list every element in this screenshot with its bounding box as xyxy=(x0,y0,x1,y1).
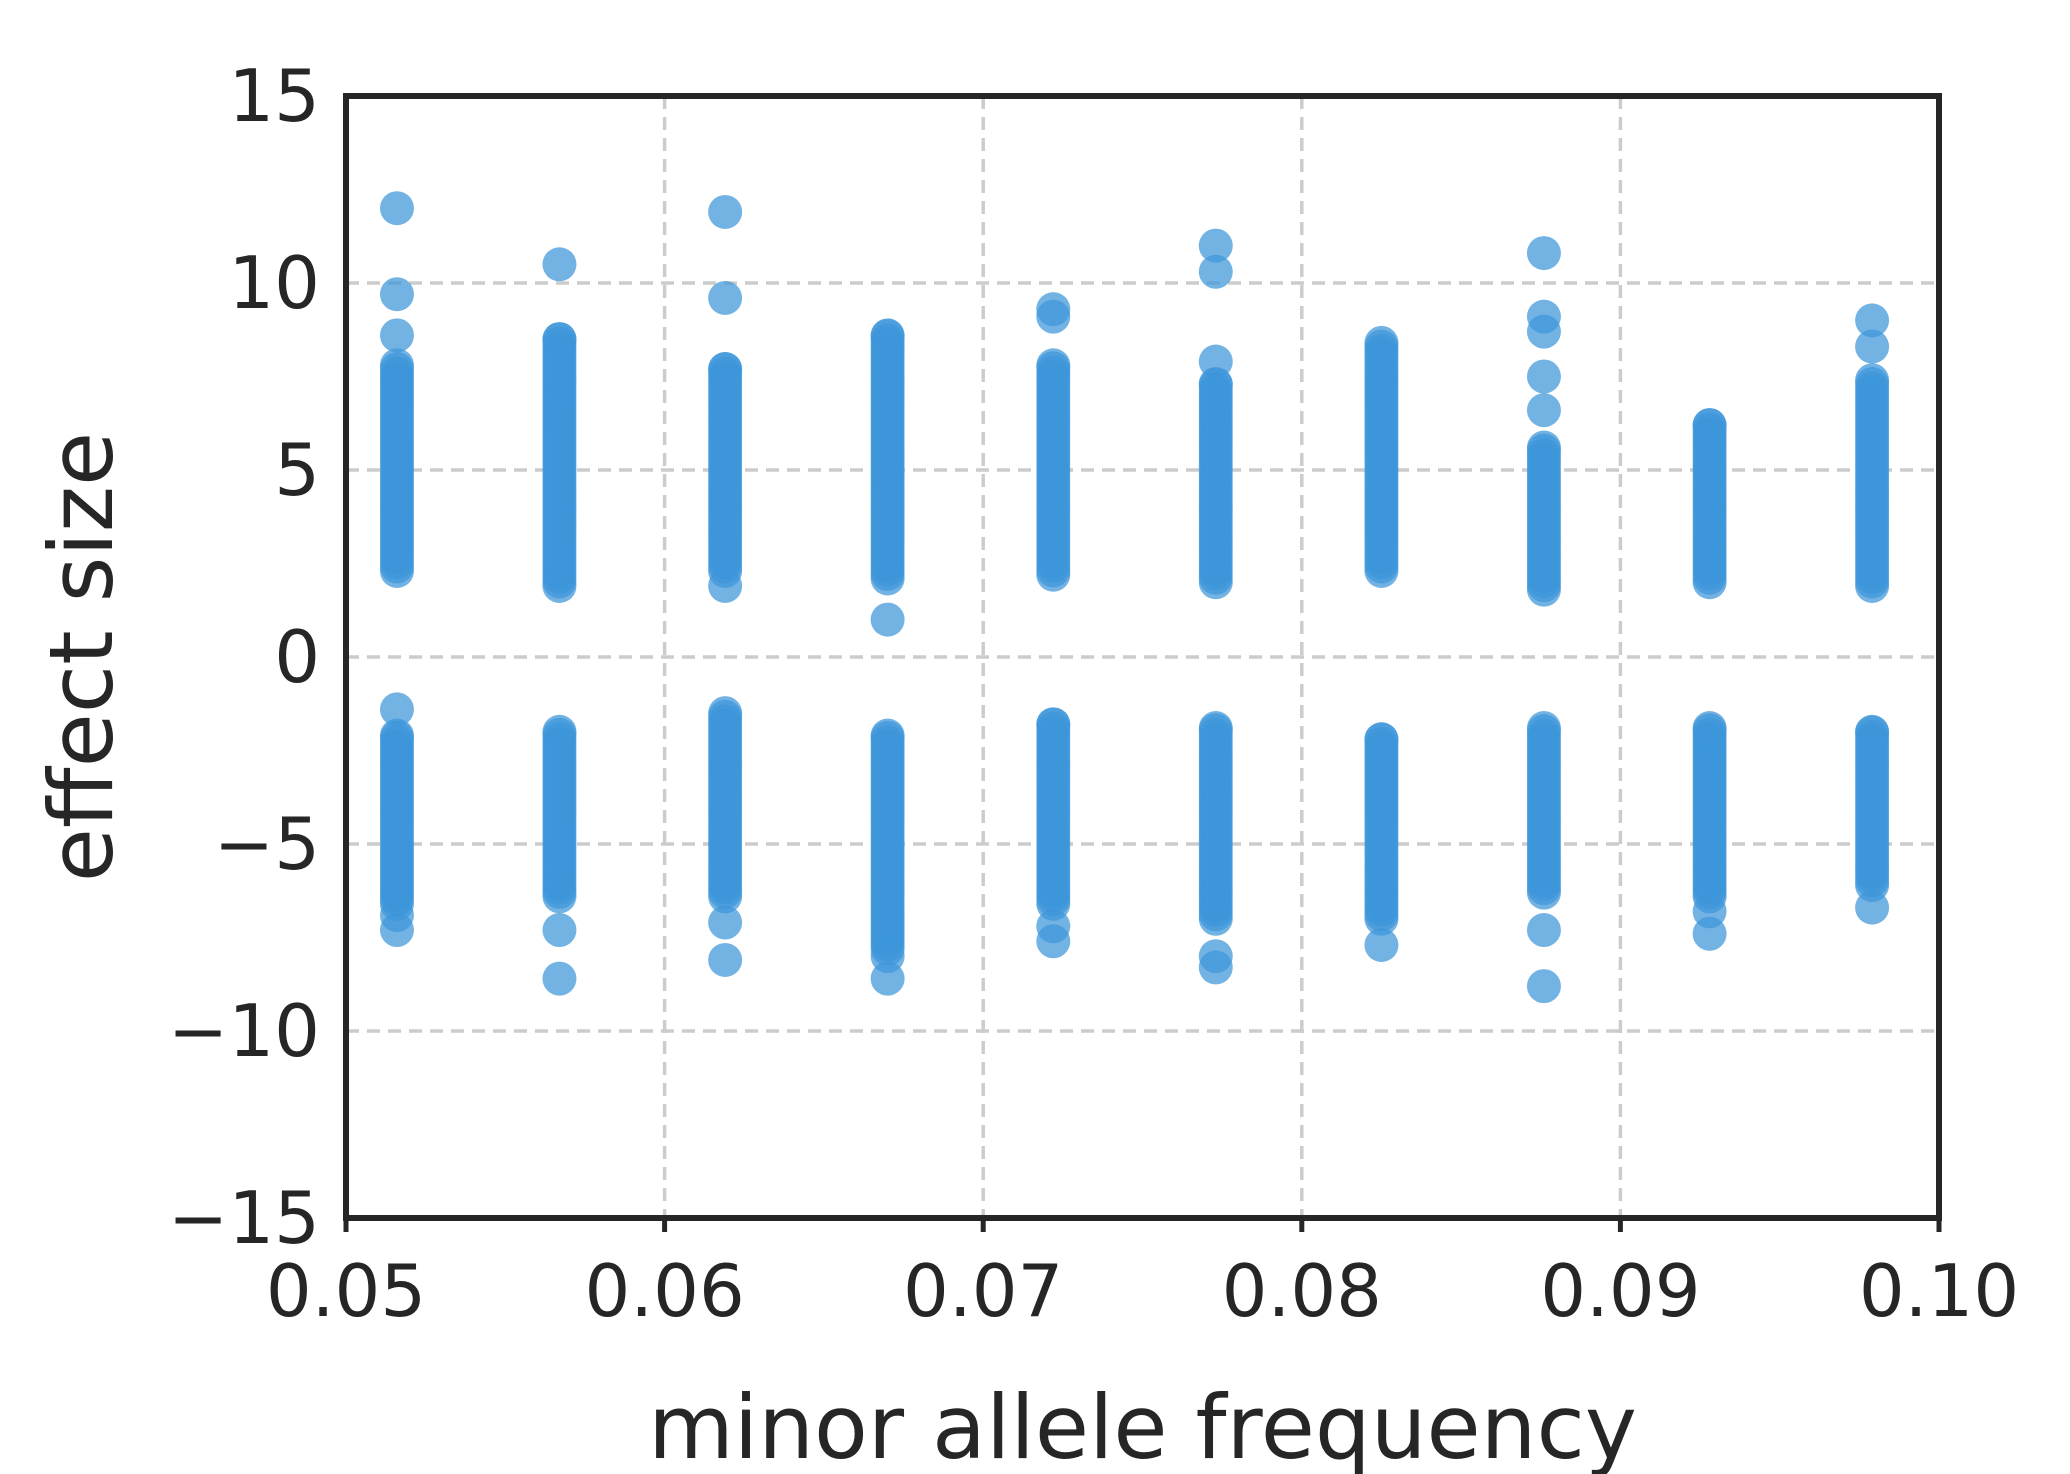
x-tick-label: 0.10 xyxy=(1859,1249,2019,1333)
data-point xyxy=(1526,393,1561,428)
data-point xyxy=(1364,325,1399,360)
data-point xyxy=(870,961,905,996)
data-point xyxy=(1855,890,1890,925)
data-point xyxy=(542,714,577,749)
data-point xyxy=(1692,916,1727,951)
data-point xyxy=(379,277,414,312)
data-point xyxy=(1526,314,1561,349)
data-point xyxy=(1526,359,1561,394)
data-point xyxy=(542,913,577,948)
data-point xyxy=(1526,236,1561,271)
data-point xyxy=(1526,711,1561,746)
data-point xyxy=(379,913,414,948)
data-point xyxy=(708,280,743,315)
y-tick-label: −10 xyxy=(168,989,320,1073)
y-tick-label: 15 xyxy=(228,54,320,138)
data-point xyxy=(708,942,743,977)
y-tick-label: 5 xyxy=(274,428,320,512)
data-point xyxy=(1198,344,1233,379)
plot-frame xyxy=(343,93,1942,1221)
data-point xyxy=(1526,430,1561,465)
x-axis-ticks: 0.05 0.06 0.07 0.08 0.09 0.10 xyxy=(266,1218,2019,1333)
x-tick-label: 0.05 xyxy=(266,1249,426,1333)
data-point xyxy=(1855,329,1890,364)
data-point xyxy=(1036,924,1071,959)
data-point xyxy=(1692,711,1727,746)
data-point xyxy=(708,696,743,731)
x-tick-label: 0.06 xyxy=(584,1249,744,1333)
data-point xyxy=(1036,707,1071,742)
y-axis-ticks: −15 −10 −5 0 5 10 15 xyxy=(168,54,320,1260)
data-point xyxy=(1855,714,1890,749)
data-point xyxy=(1855,363,1890,398)
data-point xyxy=(1364,722,1399,757)
data-point xyxy=(379,348,414,383)
data-point xyxy=(1198,254,1233,289)
y-tick-label: 0 xyxy=(274,615,320,699)
grid-lines xyxy=(346,96,1939,1218)
y-tick-label: −5 xyxy=(214,802,320,886)
data-point xyxy=(1526,913,1561,948)
data-point xyxy=(379,191,414,226)
y-tick-label: −15 xyxy=(168,1176,320,1260)
data-point xyxy=(1855,303,1890,338)
y-axis-label: effect size xyxy=(30,432,133,882)
x-tick-label: 0.09 xyxy=(1540,1249,1700,1333)
data-point xyxy=(708,905,743,940)
data-point xyxy=(542,247,577,282)
data-point xyxy=(708,194,743,229)
data-point xyxy=(1364,927,1399,962)
data-points xyxy=(379,191,1890,1004)
data-point xyxy=(870,602,905,637)
data-point xyxy=(542,961,577,996)
x-tick-label: 0.07 xyxy=(903,1249,1063,1333)
data-point xyxy=(870,318,905,353)
data-point xyxy=(379,718,414,753)
data-point xyxy=(1198,228,1233,263)
data-point xyxy=(1526,969,1561,1004)
y-tick-label: 10 xyxy=(228,241,320,325)
data-point xyxy=(1036,299,1071,334)
data-point xyxy=(379,692,414,727)
data-point xyxy=(1198,950,1233,985)
data-point xyxy=(708,352,743,387)
x-axis-label: minor allele frequency xyxy=(648,1376,1637,1474)
data-point xyxy=(1198,711,1233,746)
data-point xyxy=(870,718,905,753)
data-point xyxy=(1036,348,1071,383)
data-point xyxy=(708,568,743,603)
x-tick-label: 0.08 xyxy=(1222,1249,1382,1333)
data-point xyxy=(379,318,414,353)
data-point xyxy=(1692,408,1727,443)
data-point xyxy=(542,322,577,357)
